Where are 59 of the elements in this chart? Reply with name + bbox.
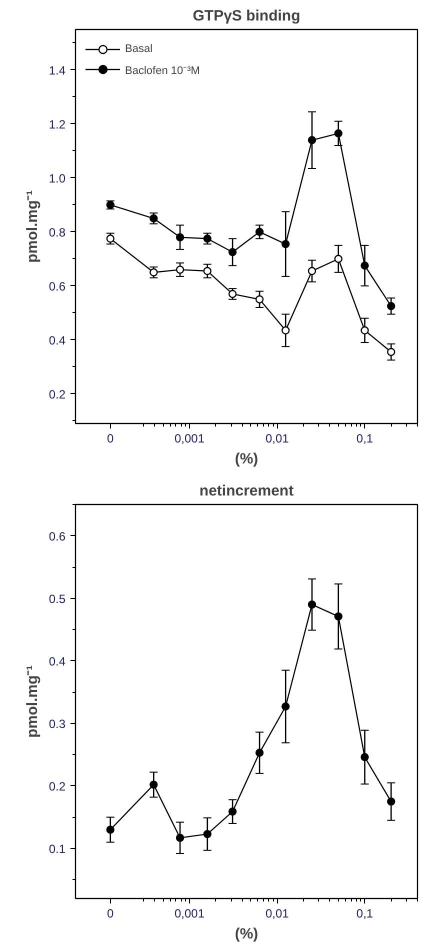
y-tick-label: 0.5 xyxy=(48,592,66,606)
point xyxy=(176,834,184,842)
point xyxy=(203,830,212,838)
point xyxy=(203,266,212,276)
x-tick-label: 0,01 xyxy=(265,432,290,446)
y-tick-label: 1.0 xyxy=(48,171,66,186)
point xyxy=(387,348,396,356)
point xyxy=(282,240,290,248)
legend-label: Baclofen 10⁻³M xyxy=(125,64,200,76)
point xyxy=(334,612,342,621)
point xyxy=(203,234,212,243)
point xyxy=(360,326,369,334)
y-tick-label: 0.8 xyxy=(48,225,66,240)
x-tick-label: 0,1 xyxy=(356,906,374,920)
y-tick-label: 1.2 xyxy=(48,117,66,132)
point xyxy=(150,268,158,276)
point xyxy=(228,807,237,816)
point xyxy=(150,780,158,789)
y-axis-title: pmol.mg⁻¹ xyxy=(24,665,41,738)
point xyxy=(255,228,264,236)
point xyxy=(387,797,396,806)
point xyxy=(282,326,290,334)
point xyxy=(228,290,237,298)
y-tick-label: 0.3 xyxy=(48,716,66,731)
point xyxy=(308,266,316,276)
y-tick-label: 1.4 xyxy=(48,63,66,78)
point xyxy=(387,302,396,310)
point xyxy=(334,129,342,138)
y-tick-label: 0.1 xyxy=(48,842,66,856)
legend-label: Basal xyxy=(125,43,153,55)
y-tick-label: 0.6 xyxy=(48,279,66,294)
point xyxy=(255,295,264,304)
x-axis-title: (%) xyxy=(234,926,258,942)
point xyxy=(308,600,316,609)
point xyxy=(360,262,369,270)
point xyxy=(176,233,184,242)
point xyxy=(150,214,158,222)
point xyxy=(308,136,316,144)
x-tick-label: 0,001 xyxy=(174,432,205,446)
y-tick-label: 0.6 xyxy=(48,529,66,544)
x-tick-label: 0,001 xyxy=(174,906,205,920)
point xyxy=(282,702,290,711)
chart-title: GTPγS binding xyxy=(192,8,300,24)
y-tick-label: 0.2 xyxy=(48,779,66,794)
chart-title: netincrement xyxy=(199,482,294,500)
point xyxy=(228,248,237,256)
x-tick-label: 0 xyxy=(107,432,114,446)
point xyxy=(360,753,369,762)
y-tick-label: 0.4 xyxy=(48,654,66,668)
y-tick-label: 0.4 xyxy=(48,333,66,348)
point xyxy=(176,266,184,274)
point xyxy=(334,254,342,263)
x-tick-label: 0,01 xyxy=(265,906,290,920)
y-axis-title: pmol.mg⁻¹ xyxy=(24,190,41,263)
x-tick-label: 0,1 xyxy=(356,432,374,446)
point xyxy=(255,748,264,757)
x-axis-title: (%) xyxy=(234,450,258,468)
y-tick-label: 0.2 xyxy=(48,387,66,402)
x-tick-label: 0 xyxy=(107,906,114,920)
